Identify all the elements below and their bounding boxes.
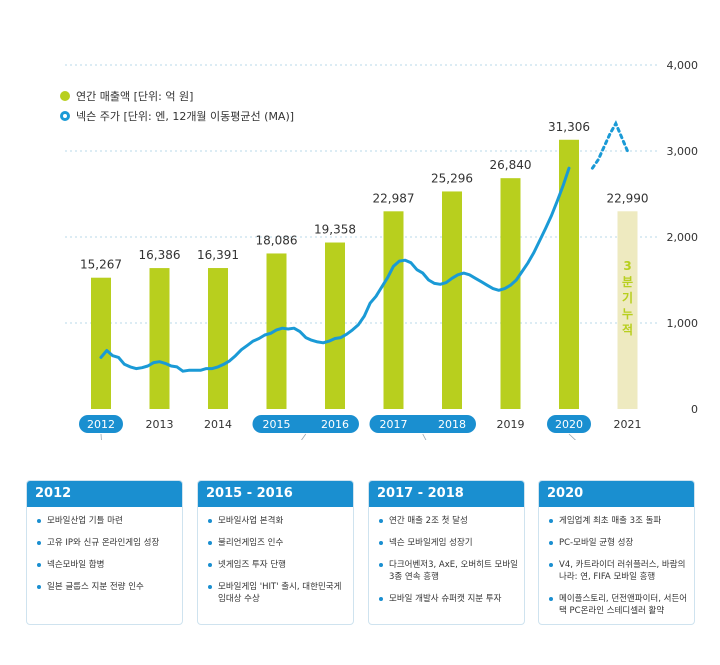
bar-value-label: 22,987 bbox=[373, 191, 415, 205]
x-tick-label: 2020 bbox=[555, 418, 583, 431]
x-axis: 2012 2013 2014 2015 2016 2017 2018 2019 2020 2021 bbox=[79, 415, 642, 433]
bar-value-label: 22,990 bbox=[607, 191, 649, 205]
panel-item: 연간 매출 2조 첫 달성 bbox=[379, 515, 520, 527]
y-tick-label: 4,000 bbox=[667, 59, 699, 72]
y-tick-label: 1,000 bbox=[667, 317, 699, 330]
year-pill bbox=[79, 415, 123, 433]
year-range-pill bbox=[252, 415, 359, 433]
x-tick-label: 2018 bbox=[438, 418, 466, 431]
panel-title: 2020 bbox=[539, 481, 694, 507]
connectors bbox=[100, 433, 576, 440]
stock-line-projection bbox=[590, 120, 629, 170]
x-tick-label: 2021 bbox=[614, 418, 642, 431]
panel-2015-2016: 2015 - 2016 모바일사업 본격화 불리언게임즈 인수 넷게임즈 투자 … bbox=[197, 480, 354, 625]
x-tick-label: 2014 bbox=[204, 418, 232, 431]
panel-item: 모바일산업 기틀 마련 bbox=[37, 515, 178, 527]
bar bbox=[500, 178, 521, 409]
legend-label-sales: 연간 매출액 [단위: 억 원] bbox=[76, 90, 194, 103]
panel-item: 일본 글룹스 지분 전량 인수 bbox=[37, 581, 178, 593]
legend-bar-swatch bbox=[60, 91, 70, 101]
panel-item: PC-모바일 균형 성장 bbox=[549, 537, 690, 549]
legend-label-stock: 넥슨 주가 [단위: 엔, 12개월 이동평균선 (MA)] bbox=[76, 110, 295, 123]
bar bbox=[325, 242, 345, 409]
panel-title: 2017 - 2018 bbox=[369, 481, 524, 507]
panel-item: 게임업계 최초 매출 3조 돌파 bbox=[549, 515, 690, 527]
bar bbox=[208, 268, 228, 409]
bar-value-label: 26,840 bbox=[490, 158, 532, 172]
y-tick-label: 3,000 bbox=[667, 145, 699, 158]
y-tick-label: 2,000 bbox=[667, 231, 699, 244]
bar-value-label: 15,267 bbox=[80, 258, 122, 272]
connector-line bbox=[568, 433, 576, 440]
bar bbox=[91, 277, 111, 409]
bar-value-label: 19,358 bbox=[314, 223, 356, 237]
panel-title: 2012 bbox=[27, 481, 182, 507]
connector-line bbox=[422, 433, 427, 440]
panel-item: 넥슨모바일 합병 bbox=[37, 559, 178, 571]
bar-value-label: 16,386 bbox=[139, 248, 181, 262]
sales-stock-chart: 0 1,000 2,000 3,000 4,000 15,267 16,386 16,391… bbox=[65, 59, 699, 440]
stock-line-path bbox=[99, 166, 571, 373]
bar-value-labels: 15,267 16,386 16,391 18,086 19,358 22,987 25,2… bbox=[80, 120, 649, 272]
panel-item: 넷게임즈 투자 단행 bbox=[208, 559, 349, 571]
x-tick-label: 2016 bbox=[321, 418, 349, 431]
y-tick-label: 0 bbox=[691, 403, 698, 416]
panel-item: V4, 카트라이더 러쉬플러스, 바람의나라: 연, FIFA 모바일 흥행 bbox=[549, 559, 690, 583]
stock-line bbox=[99, 120, 629, 373]
x-tick-label: 2019 bbox=[497, 418, 525, 431]
year-pill bbox=[547, 415, 591, 433]
bar-value-label: 25,296 bbox=[431, 171, 473, 185]
y-axis-ticks: 0 1,000 2,000 3,000 4,000 bbox=[667, 59, 699, 416]
x-tick-label: 2012 bbox=[87, 418, 115, 431]
year-range-pill bbox=[369, 415, 476, 433]
panel-item: 모바일사업 본격화 bbox=[208, 515, 349, 527]
panel-2020: 2020 게임업계 최초 매출 3조 돌파 PC-모바일 균형 성장 V4, 카… bbox=[538, 480, 695, 625]
panel-2017-2018: 2017 - 2018 연간 매출 2조 첫 달성 넥슨 모바일게임 성장기 다… bbox=[368, 480, 525, 625]
legend: 연간 매출액 [단위: 억 원] 넥슨 주가 [단위: 엔, 12개월 이동평균… bbox=[60, 86, 294, 126]
bar-value-label: 16,391 bbox=[197, 248, 239, 262]
legend-line-swatch bbox=[60, 111, 70, 121]
bar bbox=[383, 211, 404, 409]
panel-item: 불리언게임즈 인수 bbox=[208, 537, 349, 549]
panel-item: 넥슨 모바일게임 성장기 bbox=[379, 537, 520, 549]
bar bbox=[149, 268, 170, 409]
connector-line bbox=[301, 433, 307, 440]
panel-title: 2015 - 2016 bbox=[198, 481, 353, 507]
bar-value-label: 18,086 bbox=[256, 233, 298, 247]
connector-line bbox=[100, 433, 102, 440]
legend-item-stock: 넥슨 주가 [단위: 엔, 12개월 이동평균선 (MA)] bbox=[60, 106, 294, 126]
bar bbox=[442, 191, 462, 409]
bars bbox=[91, 139, 638, 409]
panel-2012: 2012 모바일산업 기틀 마련 고유 IP와 신규 온라인게임 성장 넥슨모바… bbox=[26, 480, 183, 625]
panel-item: 다크어벤저3, AxE, 오버히트 모바일 3종 연속 흥행 bbox=[379, 559, 520, 583]
bar bbox=[617, 211, 638, 409]
panel-item: 모바일 개발사 슈퍼캣 지분 투자 bbox=[379, 593, 520, 605]
x-tick-label: 2015 bbox=[263, 418, 291, 431]
x-tick-label: 2017 bbox=[380, 418, 408, 431]
panel-item: 모바일게임 'HIT' 출시, 대한민국게임대상 수상 bbox=[208, 581, 349, 605]
legend-item-sales: 연간 매출액 [단위: 억 원] bbox=[60, 86, 294, 106]
panel-item: 고유 IP와 신규 온라인게임 성장 bbox=[37, 537, 178, 549]
x-tick-label: 2013 bbox=[146, 418, 174, 431]
bar bbox=[559, 139, 579, 409]
panel-item: 메이플스토리, 던전앤파이터, 서든어택 PC온라인 스테디셀러 활약 bbox=[549, 593, 690, 617]
bar-value-label: 31,306 bbox=[548, 120, 590, 134]
